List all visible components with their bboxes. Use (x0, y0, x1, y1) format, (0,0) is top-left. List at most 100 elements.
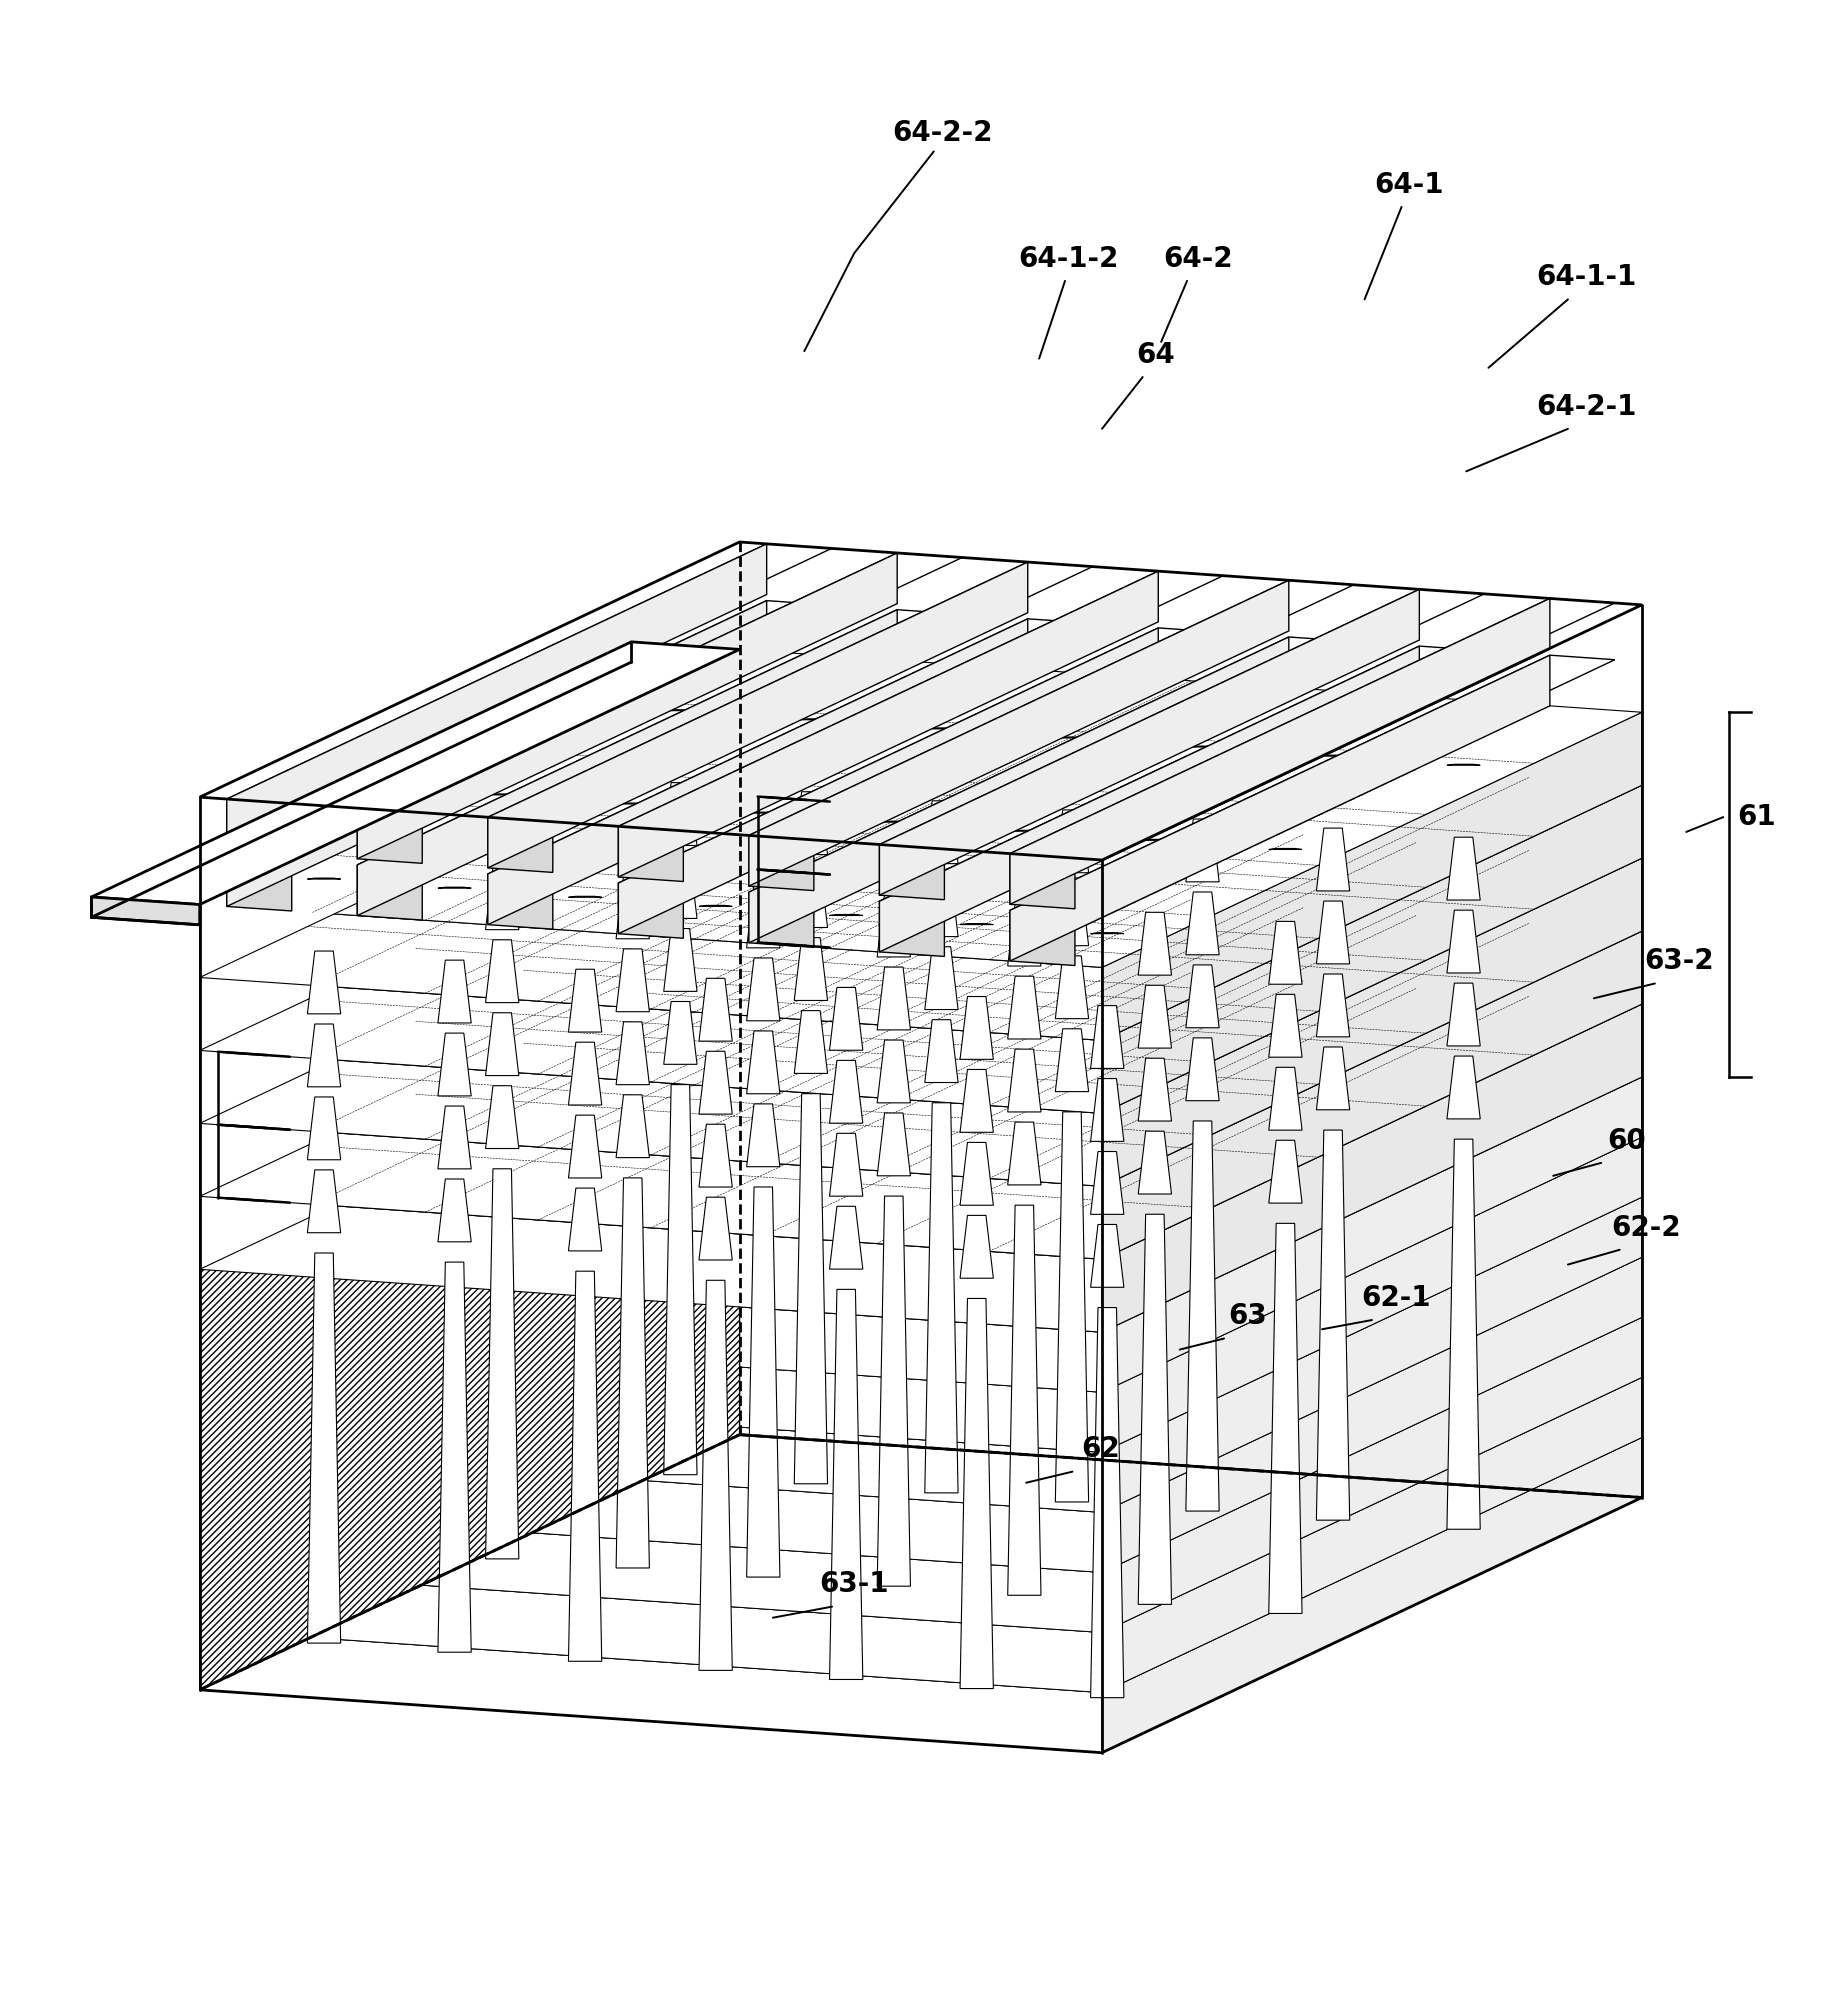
Polygon shape (1007, 1122, 1040, 1184)
Polygon shape (1101, 1377, 1641, 1693)
Polygon shape (200, 1569, 1101, 1693)
Polygon shape (959, 1214, 992, 1279)
Polygon shape (880, 589, 1484, 850)
Polygon shape (924, 874, 957, 936)
Polygon shape (200, 1134, 1641, 1453)
Polygon shape (200, 868, 1641, 1186)
Polygon shape (200, 904, 1101, 1040)
Polygon shape (876, 1112, 909, 1176)
Polygon shape (1055, 810, 1088, 872)
Polygon shape (200, 1255, 1641, 1573)
Polygon shape (1316, 974, 1349, 1036)
Polygon shape (1007, 904, 1040, 966)
Polygon shape (1447, 1056, 1480, 1118)
Polygon shape (91, 898, 200, 924)
Polygon shape (1316, 1046, 1349, 1110)
Polygon shape (307, 952, 340, 1014)
Polygon shape (876, 1196, 909, 1587)
Polygon shape (200, 1074, 1641, 1393)
Polygon shape (200, 1014, 1641, 1333)
Polygon shape (924, 802, 957, 864)
Polygon shape (748, 581, 1353, 840)
Polygon shape (567, 1271, 601, 1661)
Polygon shape (1009, 655, 1613, 916)
Polygon shape (227, 601, 767, 906)
Polygon shape (200, 1014, 739, 1689)
Text: 62-1: 62-1 (1360, 1285, 1430, 1313)
Polygon shape (748, 892, 813, 948)
Polygon shape (747, 886, 780, 948)
Polygon shape (1447, 1138, 1480, 1529)
Polygon shape (200, 1194, 1641, 1513)
Polygon shape (200, 1509, 1101, 1633)
Polygon shape (1101, 1196, 1641, 1513)
Polygon shape (795, 938, 828, 1000)
Polygon shape (307, 1024, 340, 1086)
Polygon shape (663, 856, 697, 918)
Polygon shape (880, 645, 1419, 952)
Polygon shape (1447, 838, 1480, 900)
Polygon shape (1138, 912, 1172, 976)
Polygon shape (747, 1030, 780, 1094)
Polygon shape (200, 1329, 1101, 1453)
Polygon shape (959, 1070, 992, 1132)
Polygon shape (200, 942, 1641, 1259)
Polygon shape (1268, 922, 1301, 984)
Text: 63-2: 63-2 (1643, 948, 1713, 976)
Polygon shape (1185, 1038, 1218, 1100)
Polygon shape (747, 958, 780, 1020)
Polygon shape (486, 940, 519, 1002)
Polygon shape (1101, 858, 1641, 1186)
Polygon shape (1316, 1130, 1349, 1521)
Polygon shape (438, 1263, 471, 1651)
Text: 63: 63 (1229, 1303, 1266, 1331)
Polygon shape (567, 1188, 601, 1250)
Polygon shape (747, 1186, 780, 1577)
Polygon shape (748, 581, 1288, 886)
Polygon shape (747, 1104, 780, 1166)
Polygon shape (1185, 1120, 1218, 1511)
Polygon shape (200, 1196, 1101, 1333)
Polygon shape (699, 1196, 732, 1261)
Polygon shape (748, 637, 1353, 896)
Polygon shape (876, 1040, 909, 1102)
Polygon shape (663, 928, 697, 992)
Polygon shape (959, 1299, 992, 1689)
Polygon shape (959, 1142, 992, 1204)
Polygon shape (617, 571, 1223, 832)
Polygon shape (486, 1086, 519, 1148)
Polygon shape (91, 641, 739, 904)
Polygon shape (663, 1084, 697, 1475)
Polygon shape (617, 627, 1223, 888)
Polygon shape (617, 571, 1157, 878)
Polygon shape (1268, 1222, 1301, 1613)
Polygon shape (200, 796, 1641, 1114)
Polygon shape (663, 1002, 697, 1064)
Polygon shape (1009, 910, 1074, 966)
Text: 64: 64 (1137, 341, 1173, 369)
Polygon shape (748, 637, 1288, 942)
Polygon shape (200, 1269, 1101, 1393)
Polygon shape (748, 836, 813, 890)
Polygon shape (1138, 1058, 1172, 1120)
Text: 64-2: 64-2 (1162, 244, 1233, 273)
Polygon shape (200, 721, 1641, 1040)
Polygon shape (1101, 932, 1641, 1259)
Polygon shape (357, 808, 421, 864)
Polygon shape (924, 1102, 957, 1493)
Polygon shape (200, 649, 739, 978)
Polygon shape (699, 1052, 732, 1114)
Text: 62: 62 (1081, 1435, 1118, 1463)
Polygon shape (227, 543, 832, 804)
Polygon shape (1316, 902, 1349, 964)
Polygon shape (924, 1020, 957, 1082)
Polygon shape (486, 1168, 519, 1559)
Polygon shape (830, 1060, 863, 1122)
Polygon shape (357, 609, 896, 916)
Polygon shape (567, 970, 601, 1032)
Polygon shape (438, 1106, 471, 1168)
Polygon shape (1101, 1076, 1641, 1393)
Polygon shape (357, 553, 961, 814)
Polygon shape (200, 1269, 1101, 1754)
Text: 63-1: 63-1 (819, 1571, 889, 1599)
